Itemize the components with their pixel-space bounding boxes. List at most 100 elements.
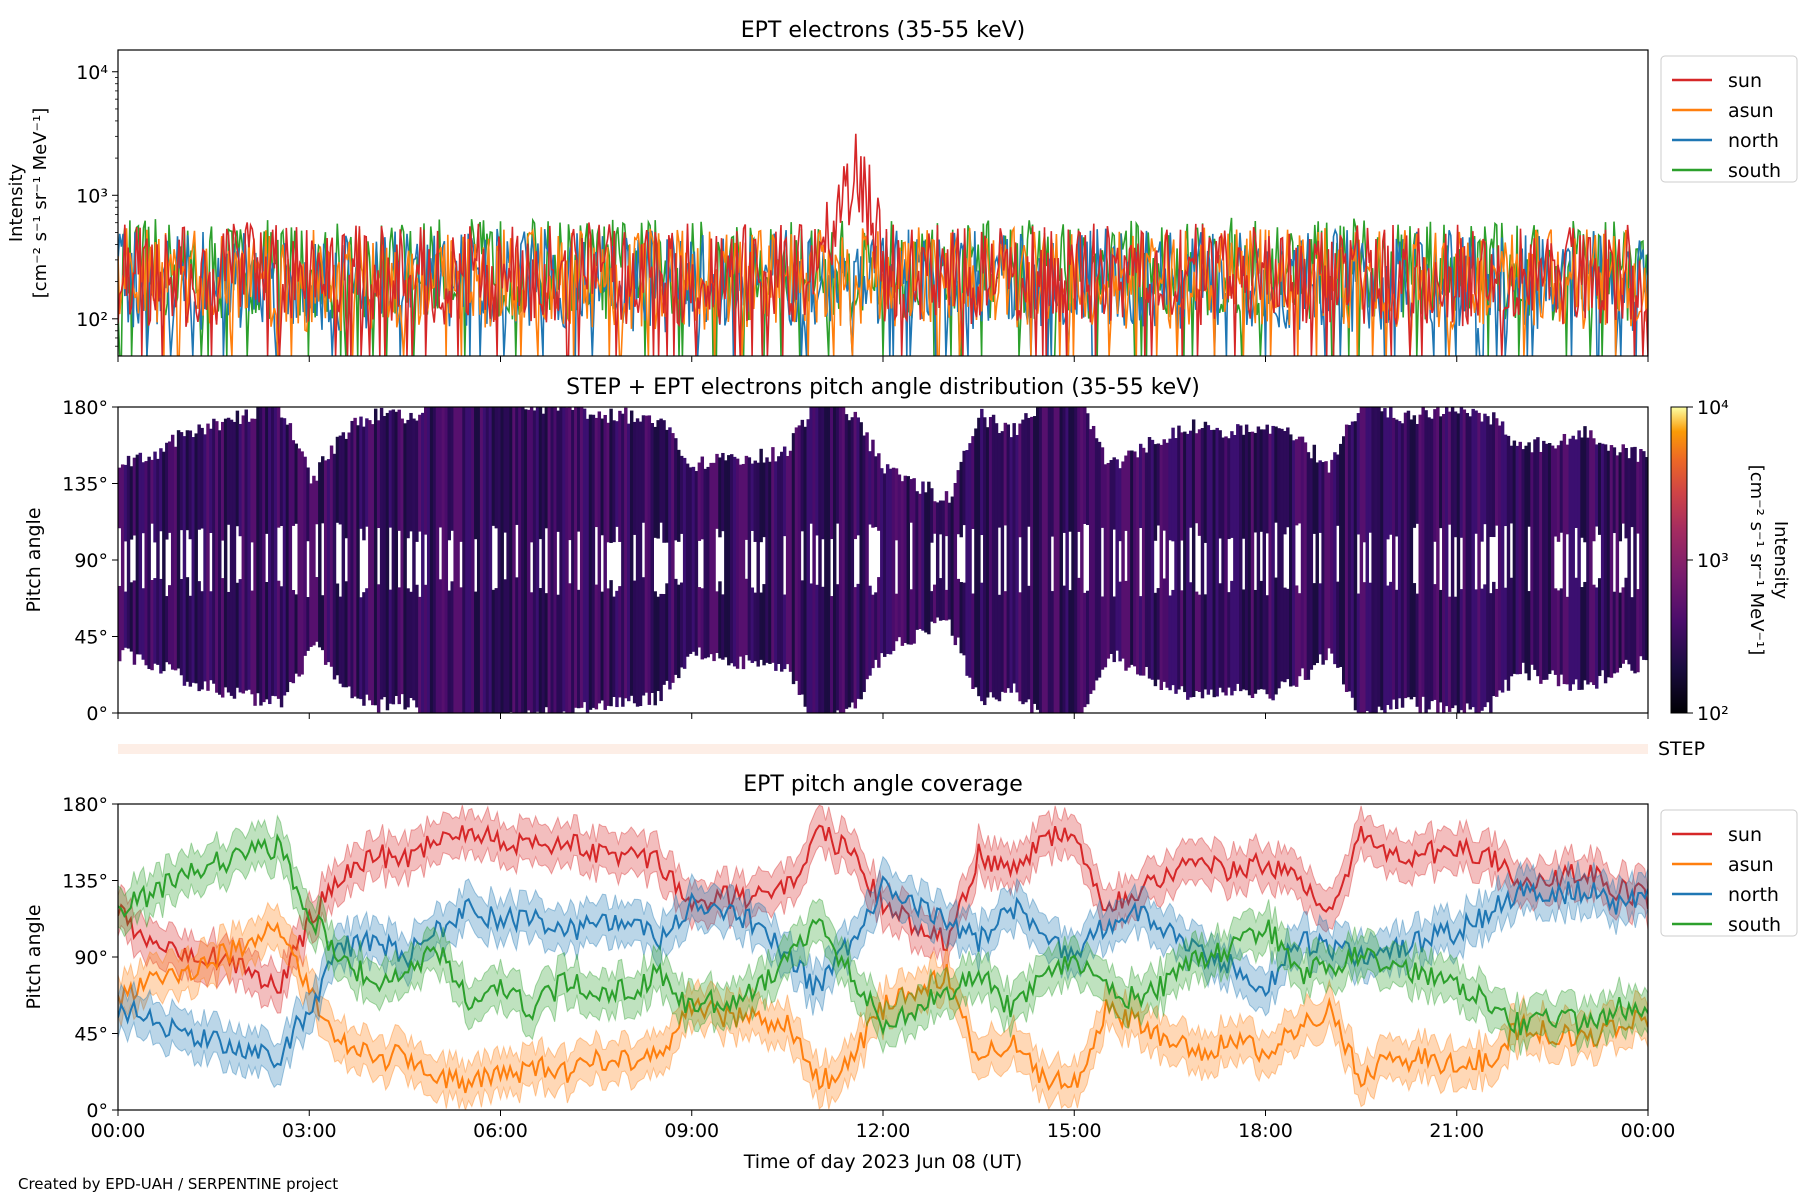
heatmap-cell [962, 582, 966, 656]
heatmap-cell [818, 407, 822, 713]
legend-label-sun: sun [1728, 824, 1762, 846]
heatmap-cell [1318, 583, 1322, 655]
heatmap-cell [300, 451, 304, 675]
heatmap-cell [618, 586, 622, 698]
heatmap-cell [718, 581, 722, 659]
heatmap-cell [165, 596, 169, 663]
heatmap-cell [185, 430, 190, 531]
heatmap-cell [1109, 460, 1113, 654]
heatmap-cell [1456, 413, 1461, 713]
heatmap-cell [753, 460, 757, 542]
heatmap-cell [1174, 438, 1178, 694]
heatmap-cell [747, 457, 752, 661]
heatmap-cell [418, 596, 422, 713]
heatmap-cell [347, 432, 351, 687]
heatmap-cell [900, 481, 905, 646]
heatmap-cell [1141, 447, 1146, 676]
pad-title: STEP + EPT electrons pitch angle distrib… [566, 375, 1200, 400]
heatmap-cell [168, 441, 172, 533]
heatmap-cell [618, 410, 622, 542]
y-tick-label: 180° [62, 397, 108, 419]
heatmap-cell [1597, 578, 1602, 676]
heatmap-cell [1097, 441, 1102, 678]
heatmap-cell [874, 456, 878, 528]
heatmap-cell [1412, 583, 1417, 697]
heatmap-cell [691, 466, 696, 652]
legend-label-north: north [1728, 884, 1779, 906]
heatmap-cell [438, 579, 443, 713]
heatmap-cell [315, 480, 319, 525]
heatmap-cell [1439, 416, 1443, 529]
heatmap-cell [956, 470, 960, 535]
heatmap-cell [315, 577, 319, 642]
heatmap-cell [1527, 591, 1531, 681]
heatmap-cell [1233, 434, 1237, 691]
heatmap-cell [1559, 588, 1564, 675]
heatmap-cell [529, 592, 534, 713]
heatmap-cell [1003, 422, 1008, 526]
heatmap-cell [1415, 593, 1419, 707]
heatmap-cell [1586, 437, 1590, 685]
heatmap-cell [909, 589, 913, 645]
heatmap-cell [700, 456, 705, 540]
heatmap-cell [253, 418, 257, 706]
heatmap-cell [1265, 595, 1269, 695]
heatmap-cell [1353, 421, 1358, 711]
heatmap-cell [291, 440, 296, 526]
heatmap-cell [1636, 589, 1640, 673]
heatmap-cell [1474, 410, 1478, 534]
legend-label-asun: asun [1728, 100, 1774, 122]
heatmap-cell [482, 407, 487, 713]
heatmap-cell [1212, 429, 1216, 698]
heatmap-cell [1403, 412, 1408, 699]
colorbar-ticks: 10² 10³ 10⁴ [1687, 397, 1729, 725]
heatmap-cell [865, 432, 869, 680]
heatmap-cell [841, 407, 846, 713]
heatmap-cell [574, 407, 578, 708]
heatmap-cell [1480, 588, 1484, 711]
heatmap-cell [800, 580, 805, 695]
heatmap-cell [656, 596, 660, 692]
heatmap-cell [474, 591, 478, 713]
heatmap-cell [1556, 590, 1561, 687]
heatmap-cell [394, 411, 399, 696]
heatmap-cell [1433, 409, 1437, 542]
heatmap-cell [650, 422, 654, 693]
heatmap-cell [671, 433, 675, 683]
heatmap-cell [365, 418, 369, 527]
y-tick-label: 10² [76, 309, 108, 331]
heatmap-cell [1615, 455, 1620, 673]
heatmap-cell [194, 433, 198, 684]
heatmap-cell [544, 407, 549, 529]
heatmap-cell [762, 462, 766, 538]
heatmap-cell [997, 594, 1002, 702]
heatmap-cell [871, 439, 875, 528]
heatmap-cell [1592, 584, 1596, 686]
heatmap-cell [353, 417, 357, 697]
heatmap-cell [1459, 589, 1464, 711]
heatmap-cell [1359, 407, 1364, 713]
heatmap-cell [724, 460, 728, 658]
heatmap-cell [538, 407, 543, 540]
heatmap-cell [830, 596, 834, 713]
heatmap-cell [744, 455, 749, 540]
heatmap-cell [294, 443, 298, 524]
heatmap-cell [1330, 459, 1334, 654]
heatmap-cell [927, 481, 931, 635]
heatmap-cell [159, 578, 163, 674]
heatmap-cell [229, 419, 234, 696]
heatmap-cell [877, 453, 881, 531]
heatmap-cell [732, 456, 737, 667]
heatmap-cell [1421, 407, 1425, 697]
heatmap-cell [1203, 421, 1208, 543]
heatmap-cell [338, 435, 343, 525]
heatmap-cell [1415, 423, 1419, 524]
heatmap-cell [971, 593, 975, 689]
heatmap-cell [1383, 408, 1387, 713]
heatmap-cell [1253, 589, 1258, 694]
heatmap-cell [791, 433, 796, 685]
heatmap-cell [921, 481, 925, 631]
heatmap-cell [1492, 581, 1496, 697]
heatmap-cell [120, 464, 125, 651]
heatmap-cell [1118, 581, 1122, 662]
